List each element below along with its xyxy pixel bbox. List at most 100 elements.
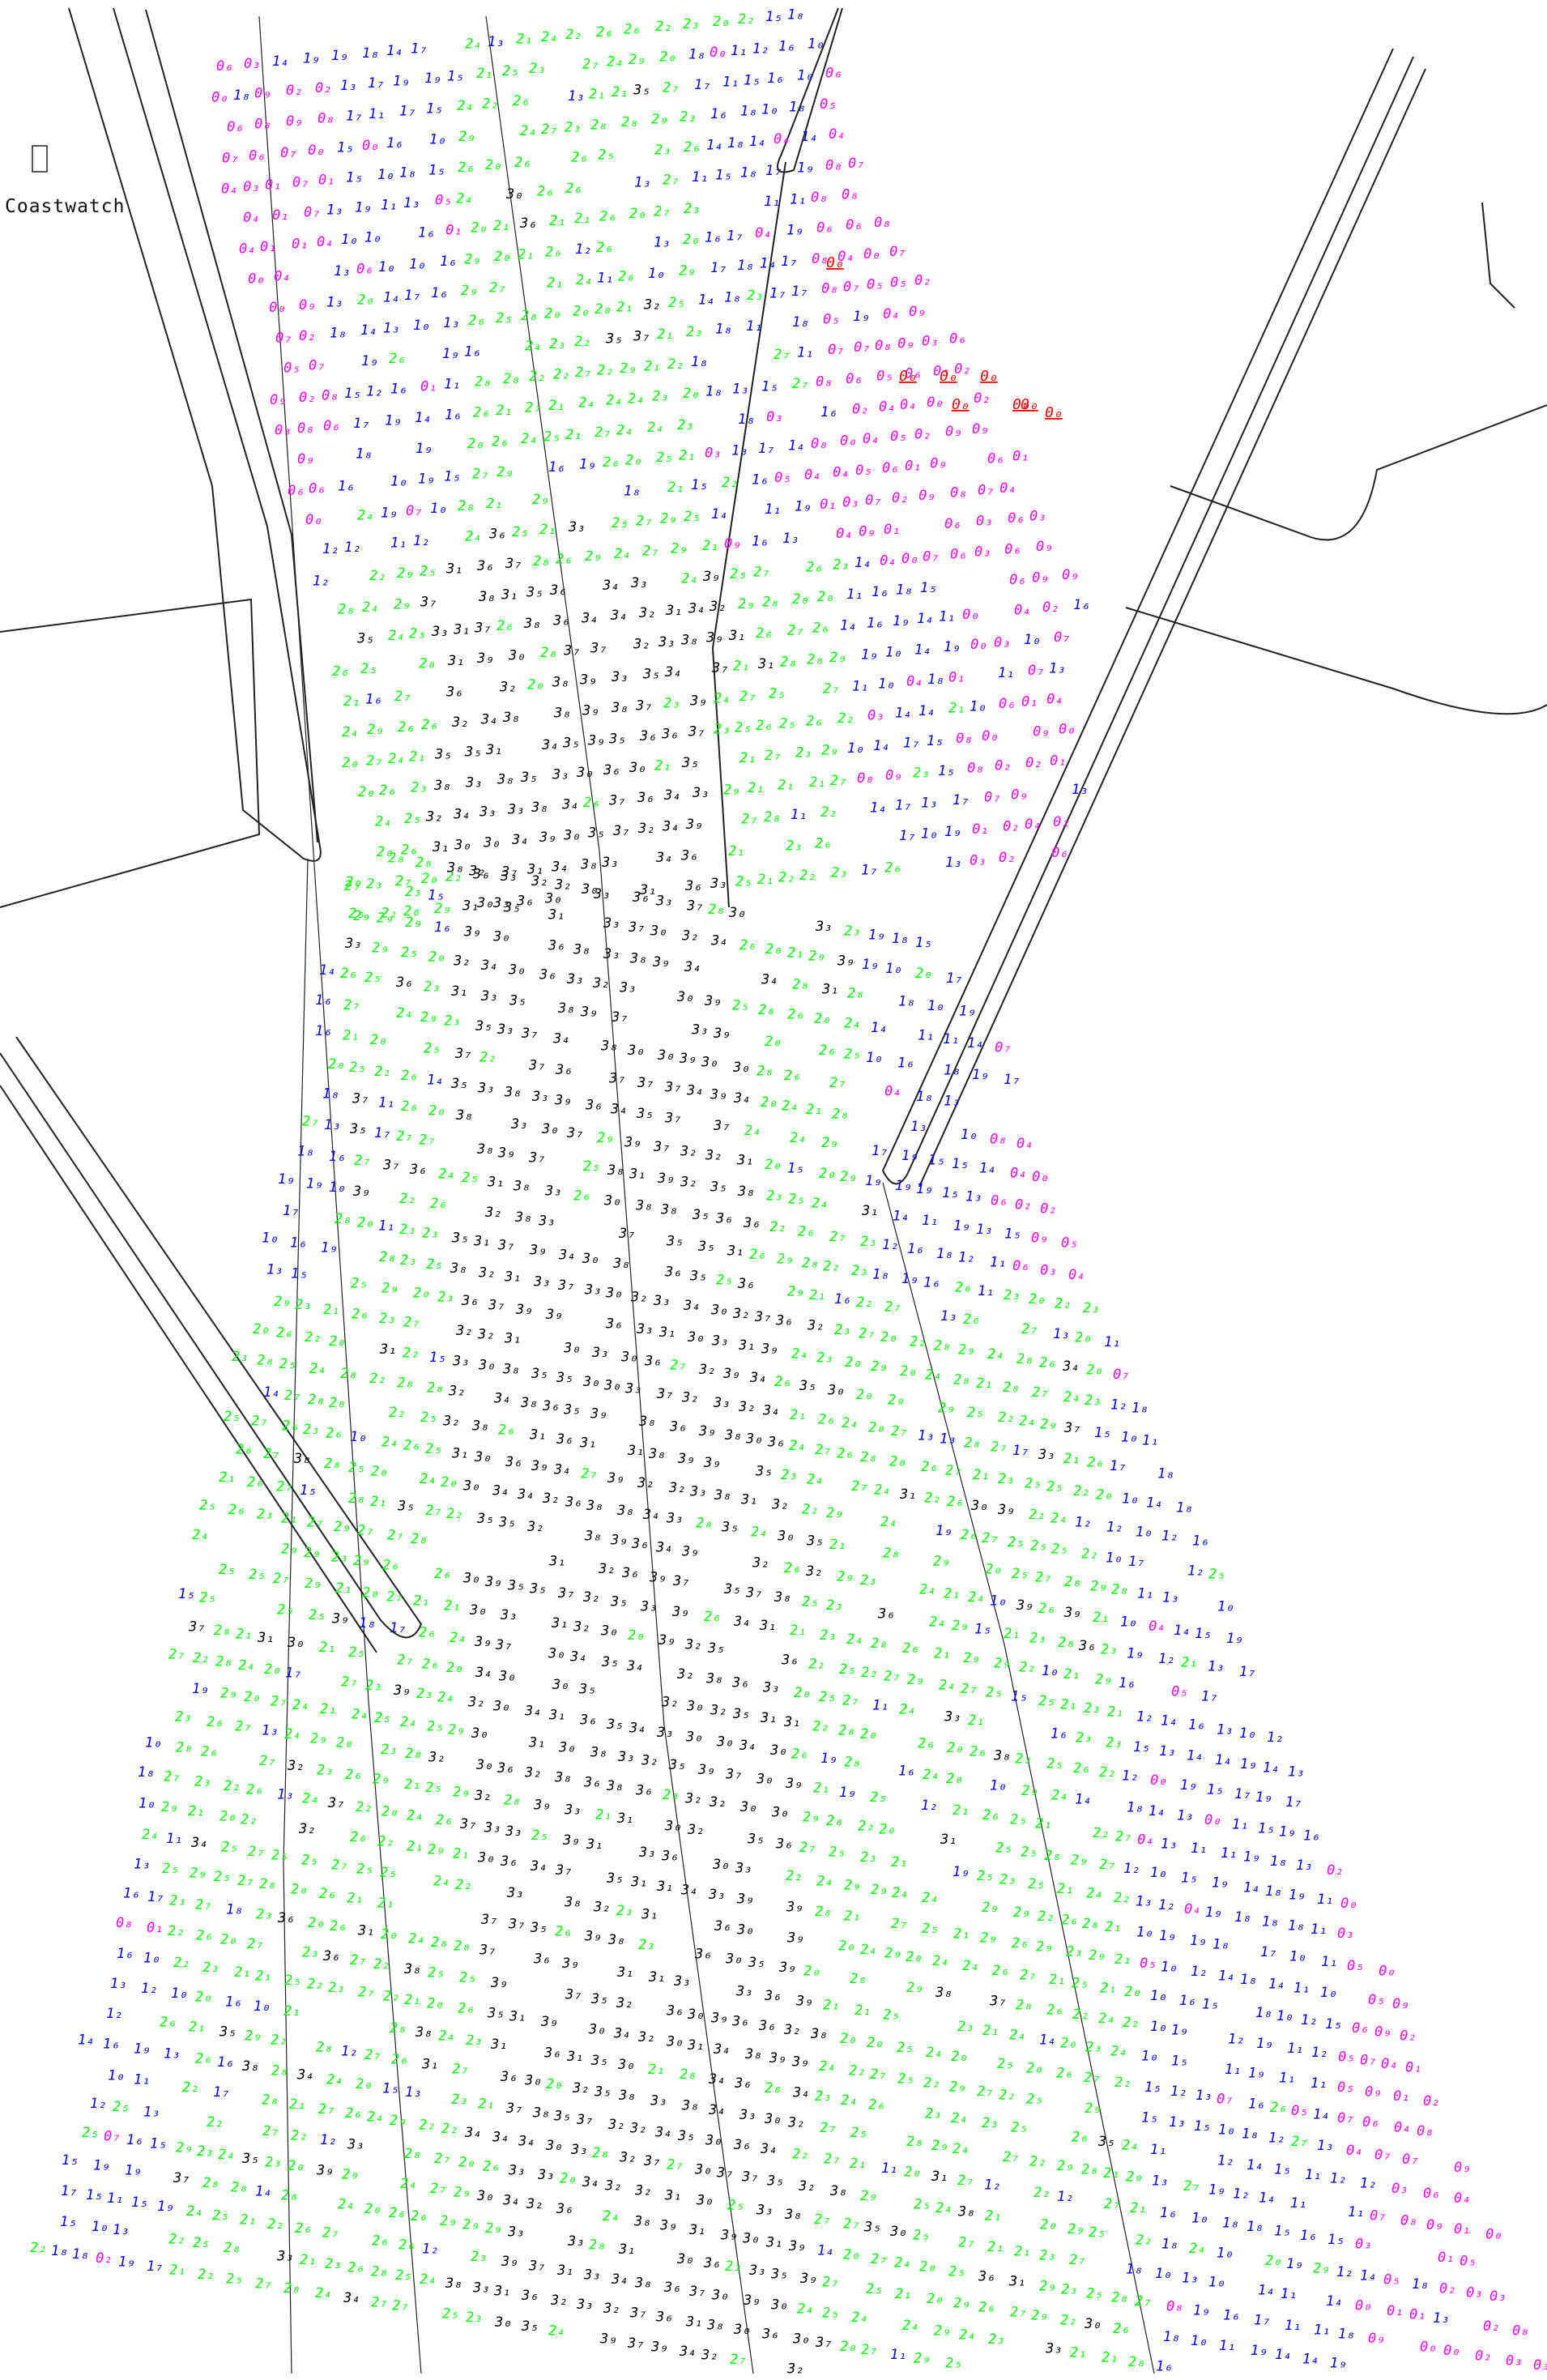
sounding-label: 3₅	[594, 2084, 611, 2100]
sounding-label: 1₀	[262, 1231, 278, 1247]
sounding-label: 0₉	[918, 488, 935, 504]
sounding-label: 2₅	[401, 945, 417, 961]
sounding-label: 3₂	[474, 1788, 491, 1804]
sounding-label: 0₅	[1383, 2271, 1400, 2288]
sounding-label: 1₆	[1223, 2308, 1239, 2324]
sounding-label: 2₇	[168, 1646, 185, 1662]
sounding-label: 2₄	[860, 1942, 876, 1958]
sounding-label: 3₅	[681, 755, 698, 771]
sounding-label: 0₃	[1506, 2352, 1522, 2369]
sounding-label: 3₇	[479, 1943, 496, 1959]
sounding-label: 3₆	[1078, 1638, 1095, 1654]
sounding-label: 1₄	[415, 410, 431, 426]
sounding-label: 2₄	[874, 1482, 890, 1499]
sounding-label: 1₉	[385, 412, 401, 429]
sounding-label: 3₆	[731, 1675, 748, 1691]
sounding-label: 2₁	[493, 218, 509, 234]
sounding-label: 2₇	[977, 2084, 993, 2100]
sounding-label: 2₂	[193, 1650, 209, 1666]
sounding-label: 2₅	[779, 715, 795, 731]
sounding-label: 2₅	[424, 1041, 440, 1057]
sounding-label: 3₉	[474, 1634, 491, 1650]
sounding-label: 2₅	[735, 719, 751, 736]
sounding-label: 2₅	[922, 1921, 938, 1937]
sounding-label: 3₀	[474, 1449, 491, 1465]
sounding-label: 0₇	[222, 150, 238, 166]
sounding-label: 2₅	[395, 2267, 411, 2284]
sounding-label: 2₀	[880, 1329, 897, 1346]
sounding-label: 2₇	[387, 1527, 403, 1543]
sounding-label: 1₇	[1201, 1688, 1217, 1704]
sounding-label: 1₄	[870, 800, 886, 816]
sounding-label: 2₄	[438, 2028, 454, 2045]
sounding-label: 3₂	[604, 2178, 621, 2194]
sounding-label: 3₄	[553, 1461, 570, 1478]
sounding-label: 3₂	[684, 1636, 701, 1653]
sounding-label: 1₈	[936, 1246, 952, 1262]
sounding-label: 3₂	[554, 877, 571, 894]
sounding-label: 2₄	[844, 1016, 860, 1032]
sounding-label: 1₃	[634, 175, 650, 191]
sounding-label: 2₂	[446, 1506, 462, 1522]
sounding-label: 2₃	[826, 1597, 842, 1614]
sounding-label: 0₆	[1004, 541, 1021, 557]
sounding-label: 0₇	[1028, 663, 1044, 679]
sounding-label: 1₉	[795, 499, 811, 515]
sounding-label: 3₆	[637, 790, 654, 806]
sounding-label: 3₂	[477, 1326, 494, 1342]
sounding-label: 3₆	[758, 2018, 775, 2034]
sounding-label: 1₇	[1128, 1554, 1144, 1570]
sounding-label: 2₇	[1115, 1828, 1131, 1845]
sounding-label: 1₄	[1302, 2351, 1319, 2367]
sounding-label: 1₀	[329, 1179, 345, 1196]
sounding-label: 2₂	[856, 1294, 872, 1311]
sounding-label: 2₇	[259, 1753, 275, 1769]
sounding-label: 1₄	[427, 1072, 443, 1088]
sounding-label: 1₀	[1217, 1598, 1234, 1614]
sounding-label: 2₀	[419, 655, 435, 672]
sounding-label: 0₈	[825, 157, 842, 173]
sounding-label: 3₅	[748, 1955, 765, 1971]
sounding-label: 1₈	[916, 1089, 932, 1105]
sounding-label: 2₁	[1057, 1881, 1073, 1897]
sounding-label: 3₄	[511, 832, 528, 848]
sounding-label: 3₉	[785, 1776, 802, 1792]
sounding-label: 3₉	[736, 1892, 753, 1908]
sounding-label: 2₂	[858, 1818, 874, 1834]
sounding-label: 0₇	[275, 330, 292, 346]
sounding-label: 1₅	[715, 168, 731, 184]
sounding-label: 2₄	[782, 1098, 798, 1114]
sounding-label: 3₆	[461, 1293, 478, 1309]
sounding-label: 2₃	[549, 336, 565, 352]
sounding-label: 1₁	[1279, 2071, 1295, 2087]
sounding-label: 1₃	[945, 855, 961, 871]
sounding-label: 1₃	[940, 1431, 956, 1448]
sounding-label: 3₇	[352, 1091, 369, 1107]
sounding-label: 1₄	[1075, 1791, 1091, 1807]
sounding-label: 3₂	[787, 2115, 804, 2131]
sounding-label: 1₀	[1191, 2210, 1208, 2226]
sounding-label: 3₄	[343, 2290, 360, 2306]
sounding-label: 2₄	[603, 2208, 619, 2224]
sounding-label: 2₉	[938, 1400, 954, 1416]
sounding-label: 2₅	[612, 515, 628, 531]
sounding-label: 2₉	[931, 2138, 948, 2154]
sounding-label: 2₅	[1030, 1538, 1046, 1555]
sounding-label: 2₄	[238, 1657, 254, 1674]
sounding-label: 2₁	[444, 1598, 460, 1614]
sounding-label: 3₇	[664, 1110, 681, 1126]
sounding-label: 2₃	[400, 1252, 416, 1269]
sounding-label: 1₅	[429, 1350, 445, 1366]
sounding-label: 0₅	[283, 360, 300, 377]
sounding-label: 2₅	[819, 1689, 835, 1705]
sounding-label: 1₉	[839, 1785, 855, 1801]
sounding-label: 2₁	[982, 2023, 999, 2039]
sounding-label: 2₈	[1082, 1916, 1098, 1932]
sounding-label: 2₅	[1089, 2224, 1105, 2241]
sounding-label: 2₇	[248, 1844, 264, 1860]
sounding-label: 0₇	[1113, 1367, 1129, 1383]
sounding-label: 0₁	[820, 497, 836, 513]
sounding-label: 2₆	[345, 2105, 361, 2122]
sounding-label: 3₀	[686, 1699, 703, 1715]
sounding-label: 0₅	[1171, 1683, 1187, 1700]
